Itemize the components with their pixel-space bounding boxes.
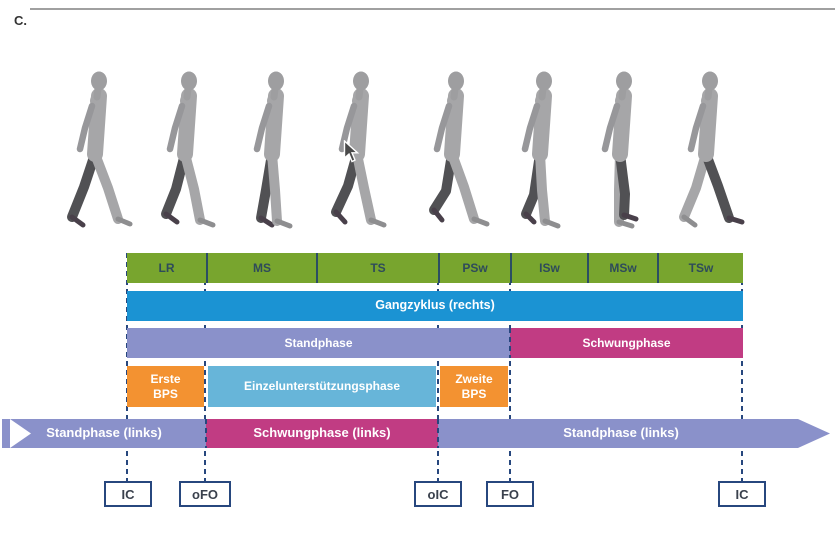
phase-segment-ts: TS xyxy=(316,253,438,283)
phase-segment-ms: MS xyxy=(206,253,316,283)
single-support-bar: Einzelunterstützungsphase xyxy=(208,366,436,407)
event-line-ic-right xyxy=(741,253,743,481)
event-line-ofo-overlay xyxy=(205,419,207,448)
left-stance-bar-1: Standphase (links) xyxy=(2,419,206,448)
marker-ic-1: IC xyxy=(104,481,152,507)
second-bps-bar: Zweite BPS xyxy=(440,366,508,407)
gait-figure-sequence xyxy=(0,68,835,248)
phase-segment-psw: PSw xyxy=(438,253,510,283)
event-line-oic-overlay xyxy=(437,419,439,448)
mouse-cursor-icon xyxy=(343,140,360,163)
first-bps-bar: Erste BPS xyxy=(127,366,204,407)
marker-ofo: oFO xyxy=(179,481,231,507)
walking-figure-6-icon xyxy=(492,68,588,244)
walking-figure-7-icon xyxy=(572,68,668,244)
marker-fo: FO xyxy=(486,481,534,507)
walking-figure-4-icon xyxy=(309,68,405,244)
top-divider-line xyxy=(30,8,835,10)
stance-phase-bar: Standphase xyxy=(127,328,510,358)
marker-oic: oIC xyxy=(414,481,462,507)
page-label: C. xyxy=(14,13,27,28)
phase-segment-msw: MSw xyxy=(587,253,657,283)
left-stance-bar-2: Standphase (links) xyxy=(438,419,830,448)
event-line-oic xyxy=(437,253,439,481)
walking-figure-8-icon xyxy=(658,68,754,244)
walking-figure-5-icon xyxy=(404,68,500,244)
event-line-fo xyxy=(509,253,511,481)
gait-cycle-bar: Gangzyklus (rechts) xyxy=(127,291,743,321)
phase-segment-tsw: TSw xyxy=(657,253,743,283)
walking-figure-1-icon xyxy=(47,68,143,244)
event-line-fo-overlay xyxy=(509,328,511,358)
event-line-ofo xyxy=(204,253,206,481)
phase-segment-isw: ISw xyxy=(510,253,587,283)
phase-segment-lr: LR xyxy=(127,253,206,283)
left-swing-bar: Schwungphase (links) xyxy=(206,419,438,448)
swing-phase-bar: Schwungphase xyxy=(510,328,743,358)
walking-figure-2-icon xyxy=(137,68,233,244)
marker-ic-2: IC xyxy=(718,481,766,507)
walking-figure-3-icon xyxy=(224,68,320,244)
